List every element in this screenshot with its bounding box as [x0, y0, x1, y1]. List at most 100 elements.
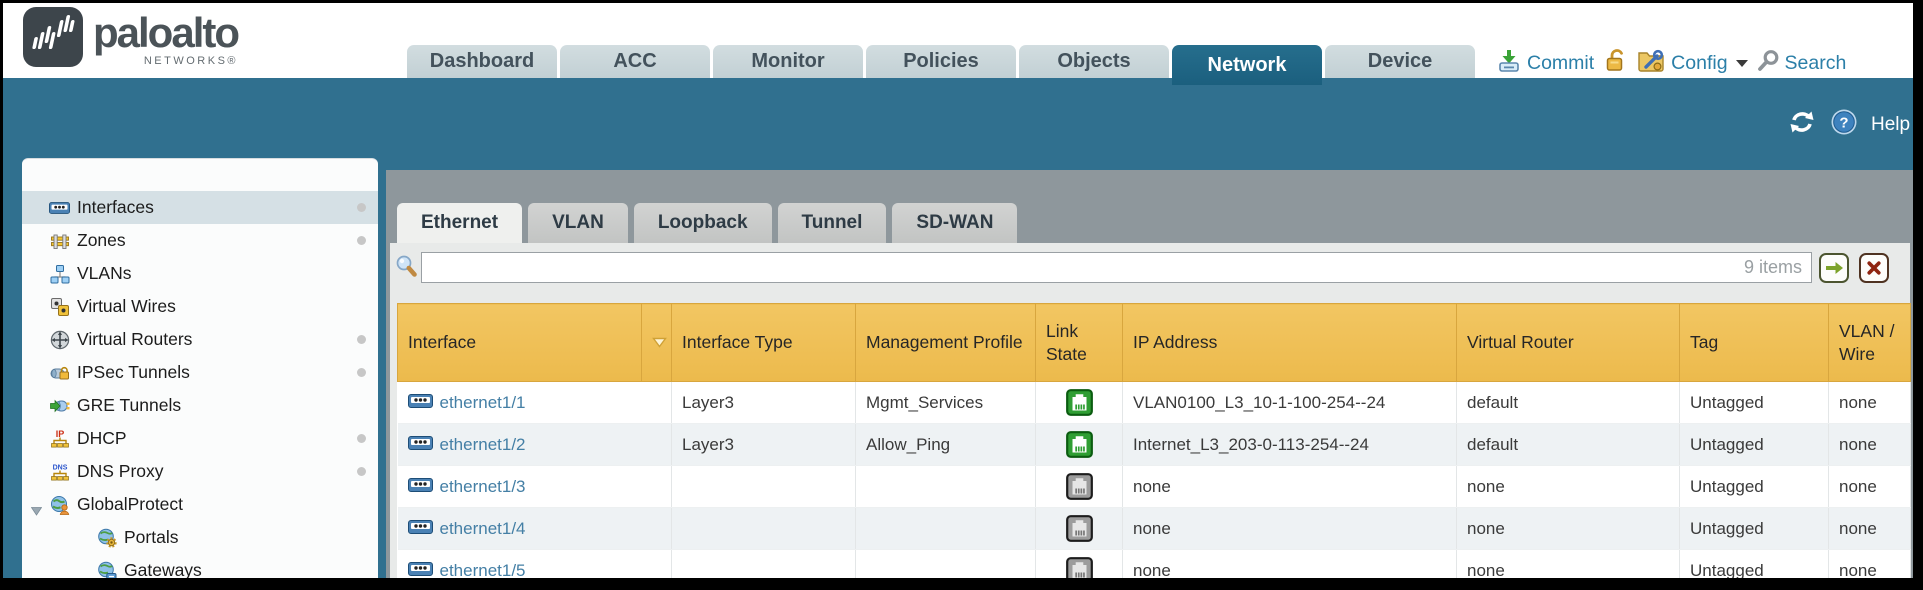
cell-interface-type: [671, 465, 856, 508]
sidebar-item-gre-tunnels[interactable]: GRE Tunnels: [22, 389, 378, 422]
interface-link[interactable]: ethernet1/2: [439, 434, 526, 454]
sidebar-item-vlans[interactable]: VLANs: [22, 257, 378, 290]
sort-dropdown-icon[interactable]: [641, 303, 672, 382]
column-header-ip-address[interactable]: IP Address: [1122, 303, 1457, 382]
cell-vlan-wire: none: [1828, 549, 1911, 578]
tab-policies[interactable]: Policies: [866, 45, 1016, 78]
tab-objects[interactable]: Objects: [1019, 45, 1169, 78]
link-state-down-icon: [1065, 557, 1093, 578]
tab-device[interactable]: Device: [1325, 45, 1475, 78]
sidebar-item-globalprotect[interactable]: GlobalProtect: [22, 488, 378, 521]
status-dot: [357, 368, 366, 377]
clear-filter-button[interactable]: [1859, 253, 1889, 283]
search-icon: [1757, 49, 1780, 78]
column-header-management-profile[interactable]: Management Profile: [855, 303, 1036, 382]
apply-filter-button[interactable]: [1819, 253, 1849, 283]
cell-interface-type: [671, 507, 856, 550]
filter-search-icon: [394, 254, 419, 286]
dhcp-icon: IP: [49, 428, 70, 449]
column-header-tag[interactable]: Tag: [1679, 303, 1829, 382]
ethernet-port-icon: [407, 435, 433, 455]
filter-row: 9 items: [394, 252, 1899, 284]
cell-interface-type: Layer3: [671, 381, 856, 424]
filter-input[interactable]: 9 items: [421, 252, 1812, 283]
interface-link[interactable]: ethernet1/5: [439, 560, 526, 579]
gateways-icon: [96, 560, 117, 578]
sidebar-item-dhcp[interactable]: IP DHCP: [22, 422, 378, 455]
paloalto-logo-icon: [23, 7, 83, 72]
cell-link-state: [1035, 423, 1123, 466]
column-header-interface-type[interactable]: Interface Type: [671, 303, 856, 382]
link-state-down-icon: [1065, 473, 1093, 500]
tab-vlan[interactable]: VLAN: [528, 203, 628, 243]
main-nav-tabs: Dashboard ACC Monitor Policies Objects N…: [407, 45, 1475, 85]
zones-icon: [49, 230, 70, 251]
config-dropdown[interactable]: Config: [1637, 47, 1748, 79]
table-body: ethernet1/1 Layer3 Mgmt_Services VLAN0100_L…: [397, 381, 1911, 579]
brand-name: paloalto: [93, 9, 240, 56]
lock-button[interactable]: [1603, 47, 1628, 79]
column-header-interface[interactable]: Interface: [397, 303, 642, 382]
tab-tunnel[interactable]: Tunnel: [777, 203, 887, 243]
interface-link[interactable]: ethernet1/4: [439, 518, 526, 538]
cell-interface: ethernet1/2: [397, 423, 672, 466]
column-header-vlan-wire[interactable]: VLAN / Wire: [1828, 303, 1911, 382]
sidebar-item-zones[interactable]: Zones: [22, 224, 378, 257]
table-row: ethernet1/3 none none Untagged none: [397, 465, 1911, 508]
help-label[interactable]: Help: [1871, 113, 1911, 135]
column-header-link-state[interactable]: Link State: [1035, 303, 1123, 382]
status-dot: [357, 467, 366, 476]
ipsec-tunnels-icon: [49, 362, 70, 383]
commit-icon: [1496, 47, 1522, 80]
cell-link-state: [1035, 381, 1123, 424]
cell-management-profile: [855, 465, 1036, 508]
cell-vlan-wire: none: [1828, 465, 1911, 508]
help-icon[interactable]: ?: [1830, 108, 1858, 141]
tab-monitor[interactable]: Monitor: [713, 45, 863, 78]
config-icon: [1637, 47, 1666, 79]
sidebar: Interfaces Zones VLANs Virtua: [22, 158, 378, 578]
sidebar-item-ipsec-tunnels[interactable]: IPSec Tunnels: [22, 356, 378, 389]
ethernet-port-icon: [407, 393, 433, 413]
sidebar-item-portals[interactable]: Portals: [22, 521, 378, 554]
lock-icon: [1603, 47, 1628, 79]
tab-acc[interactable]: ACC: [560, 45, 710, 78]
sidebar-item-virtual-routers[interactable]: Virtual Routers: [22, 323, 378, 356]
cell-management-profile: Allow_Ping: [855, 423, 1036, 466]
cell-tag: Untagged: [1679, 507, 1829, 550]
sidebar-item-virtual-wires[interactable]: Virtual Wires: [22, 290, 378, 323]
search-button[interactable]: Search: [1757, 49, 1846, 78]
expand-triangle-icon[interactable]: [30, 500, 43, 521]
interface-link[interactable]: ethernet1/1: [439, 392, 526, 412]
ethernet-port-icon: [407, 477, 433, 497]
commit-button[interactable]: Commit: [1496, 47, 1594, 80]
header-utilities: Commit Config: [1496, 47, 1846, 79]
sidebar-item-interfaces[interactable]: Interfaces: [22, 191, 378, 224]
tab-network[interactable]: Network: [1172, 45, 1322, 85]
interface-type-tabs: Ethernet VLAN Loopback Tunnel SD-WAN: [397, 203, 1018, 243]
sidebar-item-gateways[interactable]: Gateways: [22, 554, 378, 578]
sidebar-item-dns-proxy[interactable]: DNS DNS Proxy: [22, 455, 378, 488]
virtual-routers-icon: [49, 329, 70, 350]
globalprotect-icon: [49, 494, 70, 515]
interface-link[interactable]: ethernet1/3: [439, 476, 526, 496]
table-row: ethernet1/4 none none Untagged none: [397, 507, 1911, 550]
cell-management-profile: Mgmt_Services: [855, 381, 1036, 424]
cell-virtual-router: default: [1456, 381, 1680, 424]
cell-management-profile: [855, 549, 1036, 578]
cell-vlan-wire: none: [1828, 507, 1911, 550]
cell-vlan-wire: none: [1828, 381, 1911, 424]
virtual-wires-icon: [49, 296, 70, 317]
refresh-icon[interactable]: [1787, 109, 1817, 140]
tab-dashboard[interactable]: Dashboard: [407, 45, 557, 78]
items-count: 9 items: [1743, 257, 1802, 277]
cell-tag: Untagged: [1679, 465, 1829, 508]
tab-sdwan[interactable]: SD-WAN: [892, 203, 1018, 243]
tab-loopback[interactable]: Loopback: [633, 203, 772, 243]
toolbar: ? Help: [1787, 108, 1910, 141]
app-window: paloalto NETWORKS® Dashboard ACC Monitor…: [3, 3, 1913, 578]
tab-ethernet[interactable]: Ethernet: [397, 203, 523, 243]
column-header-virtual-router[interactable]: Virtual Router: [1456, 303, 1680, 382]
status-dot: [357, 203, 366, 212]
portals-icon: [96, 527, 117, 548]
